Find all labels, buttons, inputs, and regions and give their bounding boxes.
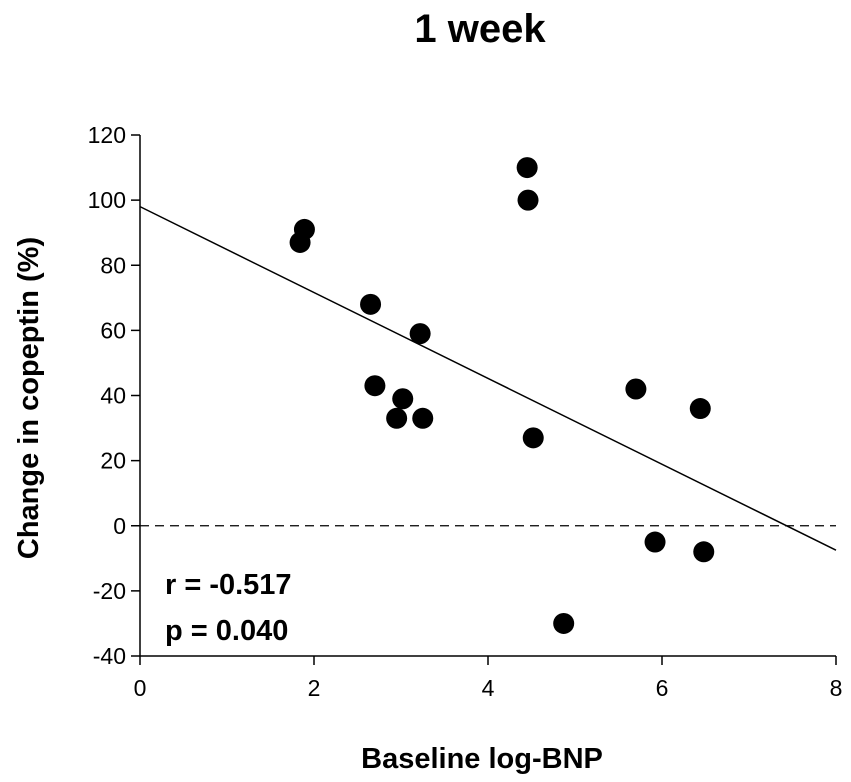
data-point <box>386 407 408 429</box>
y-tick-label: 0 <box>113 513 126 539</box>
x-tick-label: 2 <box>308 675 321 701</box>
p-value-annotation: p = 0.040 <box>165 615 288 647</box>
r-value-annotation: r = -0.517 <box>165 569 292 601</box>
y-tick-label: 20 <box>100 448 126 474</box>
data-point <box>516 157 538 179</box>
data-point <box>522 427 544 449</box>
y-tick-label: 60 <box>100 317 126 343</box>
data-point <box>689 398 711 420</box>
x-axis-label: Baseline log-BNP <box>361 743 603 775</box>
y-tick-label: 120 <box>88 122 126 148</box>
data-points <box>289 157 715 634</box>
data-point <box>412 407 434 429</box>
data-point <box>409 323 431 345</box>
x-axis-ticks: 0 2 4 6 8 <box>134 656 843 701</box>
data-point <box>360 293 382 315</box>
x-tick-label: 4 <box>482 675 495 701</box>
y-tick-label: 80 <box>100 252 126 278</box>
x-tick-label: 6 <box>656 675 669 701</box>
data-point <box>293 218 315 240</box>
y-axis-ticks: -40 -20 0 20 40 60 80 100 120 <box>88 122 140 669</box>
y-tick-label: -40 <box>93 643 126 669</box>
regression-line <box>139 205 837 551</box>
data-point <box>364 375 386 397</box>
data-point <box>392 388 414 410</box>
data-point <box>644 531 666 553</box>
data-point <box>553 612 575 634</box>
data-point <box>517 189 539 211</box>
y-tick-label: 100 <box>88 187 126 213</box>
x-tick-label: 8 <box>830 675 843 701</box>
y-tick-label: 40 <box>100 383 126 409</box>
chart-title: 1 week <box>414 7 546 51</box>
y-axis-label: Change in copeptin (%) <box>13 237 45 559</box>
y-tick-label: -20 <box>93 578 126 604</box>
data-point <box>625 378 647 400</box>
data-point <box>693 541 715 563</box>
x-tick-label: 0 <box>134 675 147 701</box>
